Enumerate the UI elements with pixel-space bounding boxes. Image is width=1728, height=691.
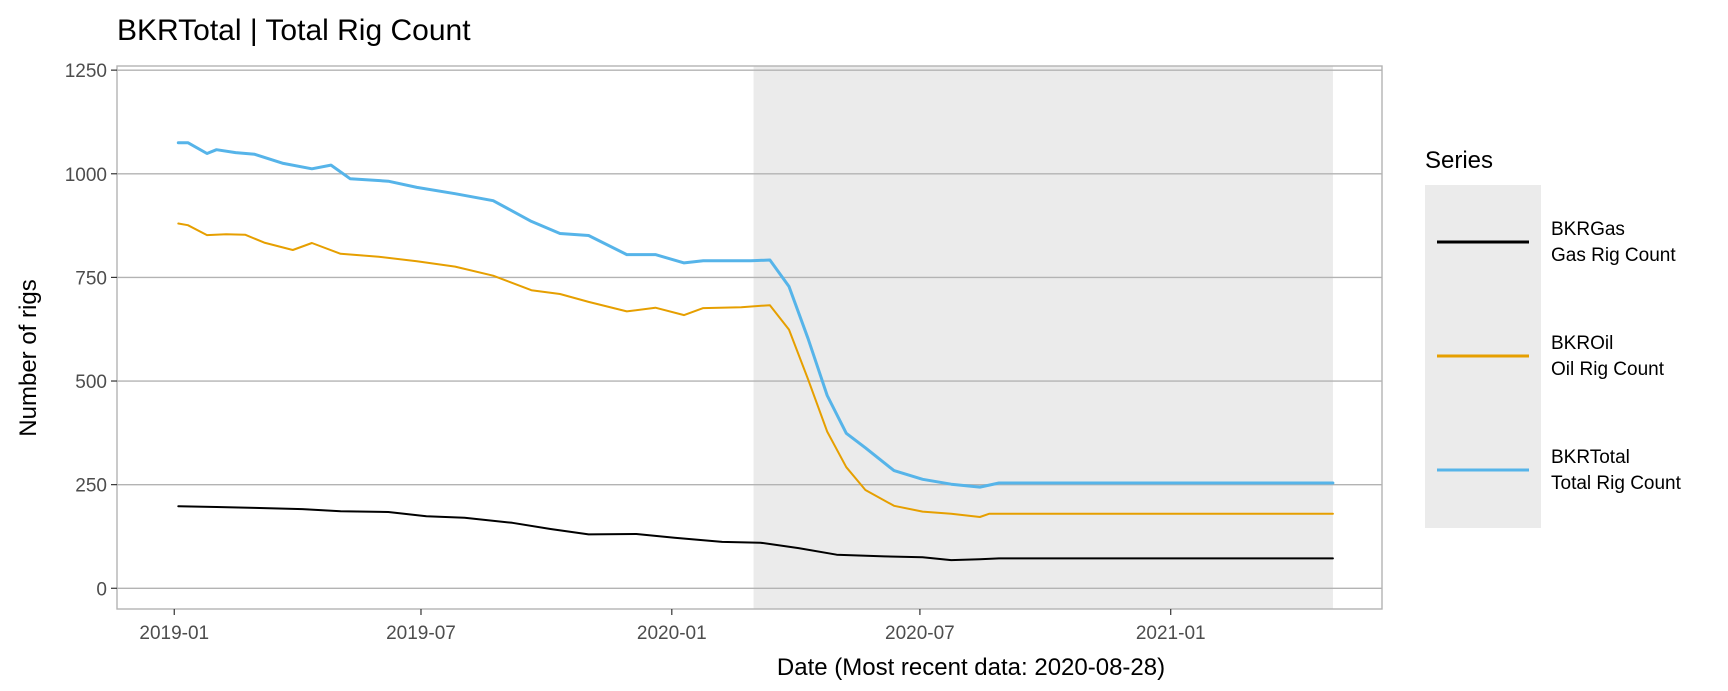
series-lines — [176, 141, 1335, 562]
gridlines — [117, 69, 1382, 589]
legend-series-name: BKROil — [1551, 333, 1613, 354]
series-line-bkrgas — [177, 505, 1334, 562]
y-tick-label: 1000 — [65, 165, 107, 186]
y-tick-label: 500 — [75, 372, 107, 393]
legend-series-label: Gas Rig Count — [1551, 245, 1676, 266]
x-axis: 2019-01 2019-07 2020-01 2020-07 2021-01 — [139, 609, 1206, 644]
y-tick-label: 250 — [75, 476, 107, 497]
series-line-bkroil — [177, 222, 1334, 518]
x-tick-label: 2020-01 — [637, 623, 707, 644]
legend: Series BKRGas Gas Rig Count BKROil Oil Rig … — [1425, 147, 1682, 528]
legend-series-name: BKRGas — [1551, 219, 1625, 240]
forecast-shaded-region — [753, 66, 1333, 609]
x-tick-label: 2019-01 — [139, 623, 209, 644]
x-axis-title: Date (Most recent data: 2020-08-28) — [777, 654, 1165, 681]
x-tick-label: 2020-07 — [885, 623, 955, 644]
y-tick-label: 1250 — [65, 61, 107, 82]
plot-border — [116, 65, 1383, 610]
series-line-bkrtotal — [176, 141, 1335, 489]
y-axis: 0 250 500 750 1000 1250 — [65, 61, 117, 600]
legend-title: Series — [1425, 147, 1493, 174]
legend-series-label: Oil Rig Count — [1551, 359, 1665, 380]
legend-series-name: BKRTotal — [1551, 447, 1630, 468]
y-axis-title: Number of rigs — [15, 279, 42, 436]
legend-series-label: Total Rig Count — [1551, 473, 1682, 494]
y-tick-label: 750 — [75, 268, 107, 289]
chart-title: BKRTotal | Total Rig Count — [117, 14, 471, 47]
y-tick-label: 0 — [96, 579, 107, 600]
x-tick-label: 2019-07 — [386, 623, 456, 644]
x-tick-label: 2021-01 — [1136, 623, 1206, 644]
